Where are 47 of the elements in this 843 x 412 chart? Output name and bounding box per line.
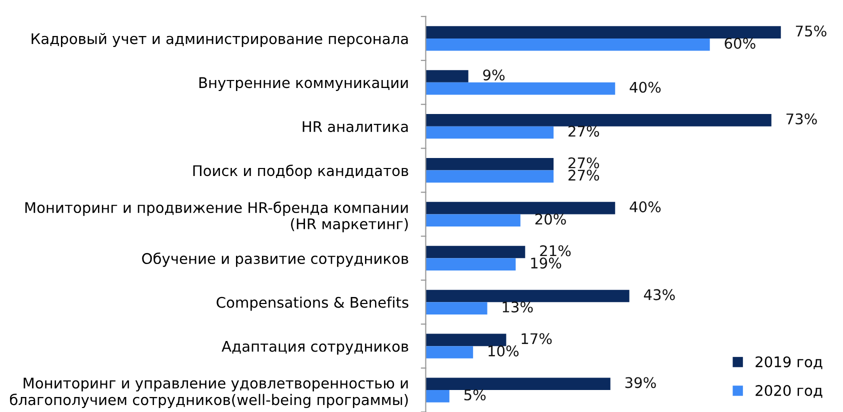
bar [426,26,781,38]
data-label: 27% [568,170,600,181]
y-tick-label: Обучение и развитие сотрудников [142,252,408,267]
data-label: 75% [796,26,826,37]
bar [426,346,474,358]
y-tick-label: Compensations & Benefits [216,296,408,311]
bar [426,302,488,314]
y-tick-label: Адаптация сотрудников [222,340,408,355]
bar [426,258,516,270]
y-tick-label: HR аналитика [302,121,408,132]
y-tick-label: Мониторинг и продвижение HR-бренда компании (HR маркетинг) [25,202,408,232]
data-label: 20% [535,214,566,225]
bar [426,38,710,51]
data-label: 27% [568,126,600,137]
bar [426,158,554,170]
legend-label: 2020 год [756,385,822,398]
data-label: 40% [630,82,661,93]
data-label: 19% [531,258,562,269]
data-label: 40% [630,201,661,212]
bar [426,114,772,126]
bar [426,378,610,390]
bar [426,82,616,95]
data-label: 73% [786,113,817,124]
data-label: 60% [724,38,756,49]
bar [426,126,554,139]
data-label: 21% [540,245,571,256]
bar [426,214,520,227]
data-label: 5% [464,389,486,400]
data-label: 39% [625,377,656,388]
y-tick-label: Внутренние коммуникации [199,77,408,91]
y-tick-label: Мониторинг и управление удовлетворенностью и благополучием сотрудников(well-being программы) [10,378,408,408]
data-label: 13% [502,301,533,313]
bar [426,290,630,302]
data-label: 17% [522,333,552,344]
legend-label: 2019 год [756,356,822,370]
data-label: 27% [568,157,600,168]
data-label: 9% [483,69,505,80]
bar [426,246,526,258]
bar [426,202,616,214]
data-label: 10% [488,345,519,356]
bar [426,334,506,346]
y-tick-label: Кадровый учет и администрирование персонала [32,32,408,48]
bar [426,170,554,183]
bar [426,390,450,402]
data-label: 43% [644,289,675,300]
bar [426,70,468,82]
y-tick-label: Поиск и подбор кандидатов [193,164,408,179]
